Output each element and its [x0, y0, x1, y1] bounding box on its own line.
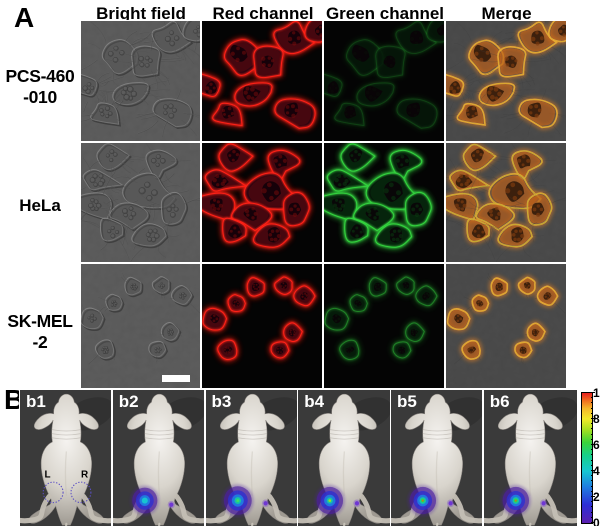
svg-text:R: R	[81, 469, 89, 480]
svg-text:L: L	[45, 469, 51, 480]
